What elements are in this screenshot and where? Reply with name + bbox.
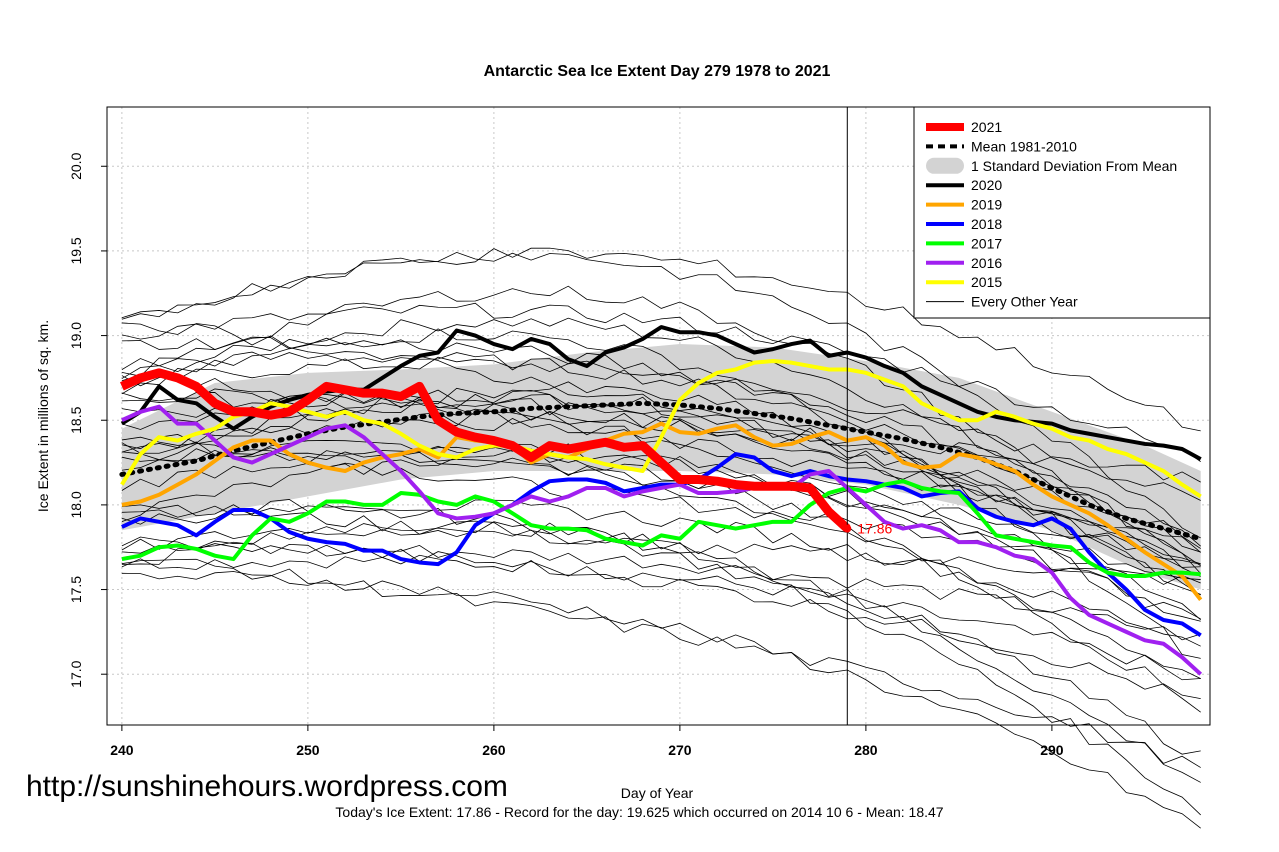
y-tick-label: 17.5 <box>68 576 84 603</box>
summary-footer: Today's Ice Extent: 17.86 - Record for t… <box>335 804 944 820</box>
legend-label: 2020 <box>971 177 1002 193</box>
x-tick-label: 280 <box>854 742 878 758</box>
watermark-url: http://sunshinehours.wordpress.com <box>26 770 508 803</box>
x-tick-label: 290 <box>1040 742 1064 758</box>
series-line-2015 <box>120 358 1202 499</box>
other-year-line <box>121 554 1201 679</box>
y-tick-label: 18.5 <box>68 406 84 433</box>
series-line-2016 <box>121 404 1203 676</box>
other-year-line <box>121 322 1201 553</box>
other-year-line <box>121 499 1201 647</box>
series-line-2019 <box>121 421 1203 601</box>
x-tick-label: 260 <box>482 742 506 758</box>
y-tick-label: 20.0 <box>68 152 84 179</box>
other-year-line <box>121 381 1201 595</box>
x-axis-label: Day of Year <box>621 785 694 801</box>
plot-frame <box>106 106 1211 726</box>
legend-label: 1 Standard Deviation From Mean <box>971 158 1177 174</box>
other-year-line <box>121 571 1201 829</box>
legend-label: 2021 <box>971 119 1002 135</box>
y-tick-label: 19.5 <box>68 237 84 264</box>
axes-layer: 240 250 260 270 280 290 17.0 17.5 18.0 18.5 19.0 19… <box>68 152 1064 758</box>
series-line-2017 <box>121 479 1201 579</box>
other-year-line <box>121 520 1201 783</box>
other-year-line <box>121 504 1201 585</box>
legend: 2021 Mean 1981-2010 1 Standard Deviation F… <box>913 106 1211 319</box>
other-year-line <box>121 521 1201 816</box>
legend-label: 2019 <box>971 197 1002 213</box>
series-line-2018 <box>121 452 1202 637</box>
legend-label: Every Other Year <box>971 294 1078 310</box>
legend-label: 2018 <box>971 216 1002 232</box>
legend-label: 2016 <box>971 255 1002 271</box>
other-year-line <box>121 247 1201 432</box>
legend-label: Mean 1981-2010 <box>971 138 1077 154</box>
other-year-line <box>121 285 1201 574</box>
other-year-line <box>121 356 1201 501</box>
x-tick-label: 250 <box>296 742 320 758</box>
other-year-line <box>121 302 1201 462</box>
x-tick-label: 270 <box>668 742 692 758</box>
chart-title: Antarctic Sea Ice Extent Day 279 1978 to… <box>484 63 831 80</box>
other-year-line <box>121 441 1201 565</box>
series-line-2021 <box>120 368 851 532</box>
other-year-line <box>121 336 1201 547</box>
current-value-point <box>843 524 852 533</box>
y-tick-label: 18.0 <box>68 491 84 518</box>
other-year-line <box>121 536 1201 700</box>
other-year-line <box>121 410 1201 553</box>
current-day-layer: 17.86 <box>843 107 893 725</box>
other-year-line <box>121 445 1201 713</box>
legend-label: 2017 <box>971 235 1002 251</box>
y-tick-label: 19.0 <box>68 322 84 349</box>
other-year-line <box>121 317 1201 567</box>
other-year-line <box>121 449 1201 620</box>
y-axis-label: Ice Extent in millions of sq. km. <box>35 320 51 512</box>
other-year-line <box>121 558 1201 768</box>
y-tick-label: 17.0 <box>68 660 84 687</box>
other-year-line <box>121 328 1201 659</box>
current-value-label: 17.86 <box>857 521 892 537</box>
series-layer <box>119 325 1204 676</box>
x-tick-label: 240 <box>110 742 134 758</box>
other-year-line <box>121 543 1201 641</box>
legend-label: 2015 <box>971 274 1002 290</box>
legend-swatch <box>926 157 964 174</box>
